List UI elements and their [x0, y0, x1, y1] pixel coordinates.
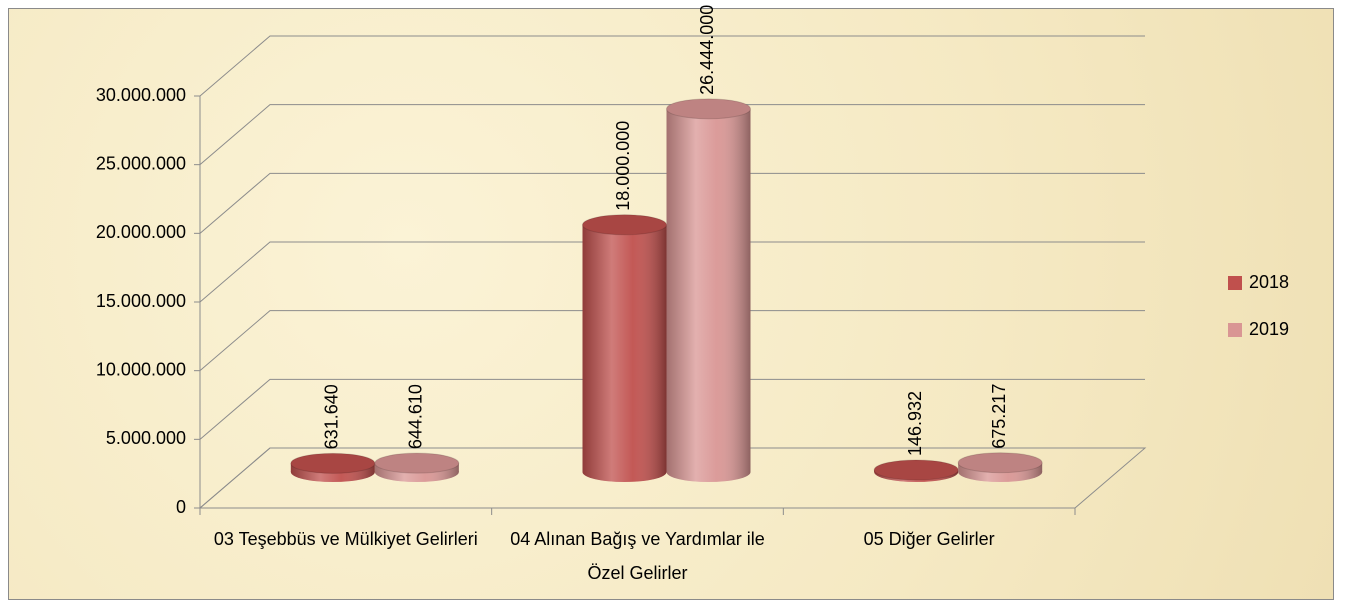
legend-swatch: [1228, 323, 1242, 337]
grid-line: [199, 378, 1145, 440]
bar-shade: [666, 108, 751, 473]
value-label: 26.444.000: [697, 5, 717, 95]
x-tick-label: 05 Diğer Gelirler: [863, 529, 995, 549]
grid-line: [199, 447, 1145, 509]
legend-swatch: [1228, 276, 1242, 290]
grid-line: [199, 172, 1145, 234]
y-tick-label: 10.000.000: [96, 359, 186, 379]
grid-line: [199, 310, 1145, 372]
legend-label: 2019: [1249, 319, 1289, 339]
bar-top-shade: [374, 453, 459, 474]
y-tick-label: 15.000.000: [96, 291, 186, 311]
value-label: 631.640: [322, 384, 342, 449]
bar-top: [957, 452, 1043, 474]
y-tick-label: 25.000.000: [96, 153, 186, 173]
grid-line: [199, 241, 1145, 303]
bar-shade: [582, 224, 667, 472]
bar-top-shade: [290, 453, 375, 474]
y-tick-label: 0: [176, 497, 186, 517]
bar-top-shade: [666, 98, 751, 119]
value-label: 675.217: [989, 384, 1009, 449]
y-tick-label: 20.000.000: [96, 222, 186, 242]
bar-top: [666, 98, 751, 120]
value-label: 18.000.000: [613, 121, 633, 211]
grid-line: [199, 104, 1145, 166]
y-tick-label: 5.000.000: [106, 428, 186, 448]
value-label: 644.610: [406, 384, 426, 449]
bar-top: [374, 452, 460, 474]
y-tick-label: 30.000.000: [96, 85, 186, 105]
x-tick-label: 04 Alınan Bağış ve Yardımlar ile Özel Ge…: [510, 529, 765, 583]
bar-top-shade: [582, 214, 667, 235]
value-label: 146.932: [905, 391, 925, 456]
bar-top-shade: [874, 459, 959, 480]
x-tick-label: 03 Teşebbüs ve Mülkiyet Gelirleri: [213, 529, 478, 549]
legend-label: 2018: [1249, 272, 1289, 292]
grid-line: [199, 35, 1145, 97]
bar-top-shade: [958, 452, 1043, 473]
